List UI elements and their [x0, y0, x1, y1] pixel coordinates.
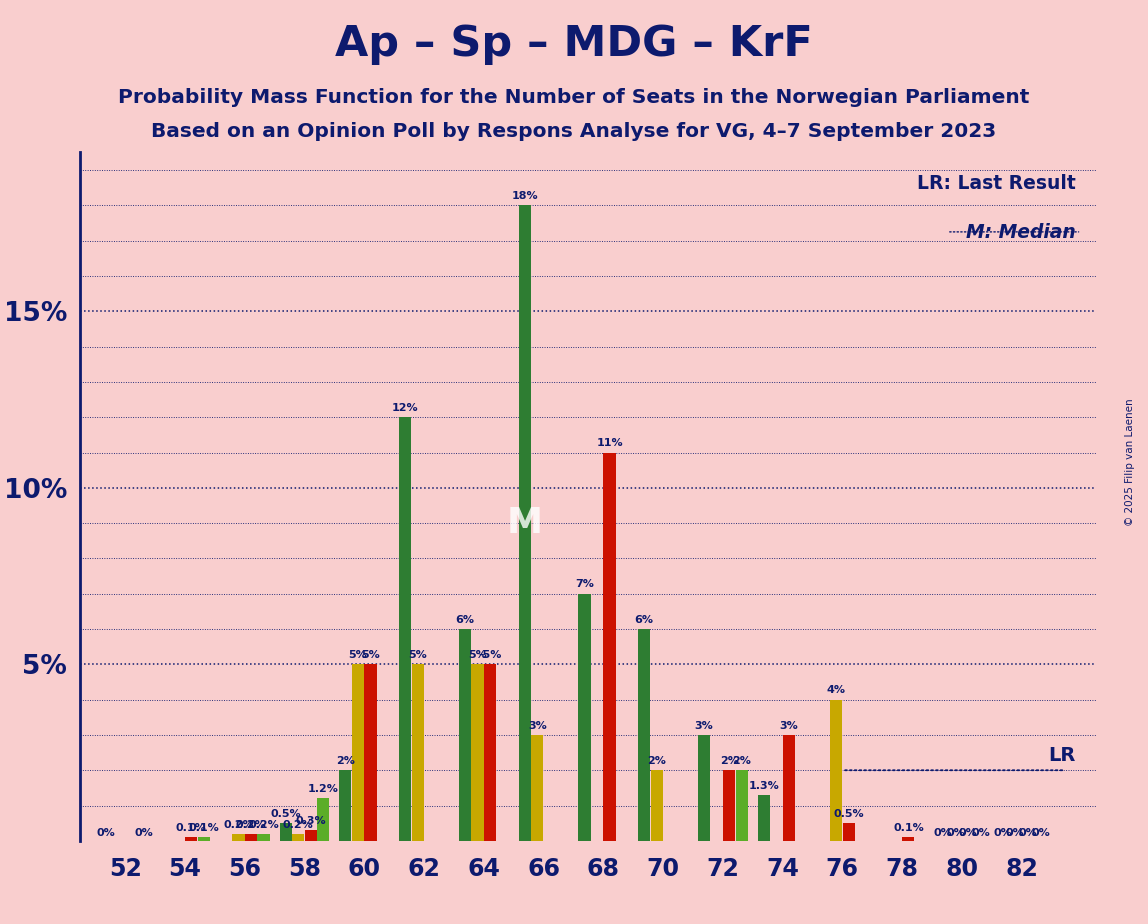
Bar — [364, 664, 377, 841]
Text: 11%: 11% — [596, 438, 623, 448]
Text: 5%: 5% — [349, 650, 367, 660]
Bar — [604, 453, 615, 841]
Bar — [698, 735, 711, 841]
Text: Based on an Opinion Poll by Respons Analyse for VG, 4–7 September 2023: Based on an Opinion Poll by Respons Anal… — [152, 122, 996, 141]
Bar — [758, 795, 770, 841]
Text: 0%: 0% — [1006, 828, 1025, 838]
Text: 1.2%: 1.2% — [308, 784, 339, 795]
Text: Ap – Sp – MDG – KrF: Ap – Sp – MDG – KrF — [335, 23, 813, 65]
Text: 0.5%: 0.5% — [270, 808, 301, 819]
Bar — [245, 833, 257, 841]
Text: 3%: 3% — [695, 721, 713, 731]
Bar — [638, 629, 650, 841]
Text: 0%: 0% — [134, 828, 154, 838]
Text: 0%: 0% — [959, 828, 978, 838]
Bar — [472, 664, 483, 841]
Bar — [257, 833, 270, 841]
Bar — [412, 664, 424, 841]
Text: 0%: 0% — [971, 828, 990, 838]
Text: 0.1%: 0.1% — [176, 823, 207, 833]
Text: 0%: 0% — [993, 828, 1013, 838]
Text: 7%: 7% — [575, 579, 594, 590]
Text: 2%: 2% — [732, 756, 751, 766]
Text: 6%: 6% — [635, 614, 653, 625]
Text: 3%: 3% — [528, 721, 546, 731]
Text: 5%: 5% — [468, 650, 487, 660]
Text: 4%: 4% — [827, 686, 846, 696]
Bar — [400, 418, 411, 841]
Text: 0%: 0% — [1031, 828, 1049, 838]
Bar — [783, 735, 794, 841]
Text: Probability Mass Function for the Number of Seats in the Norwegian Parliament: Probability Mass Function for the Number… — [118, 88, 1030, 107]
Text: 0.1%: 0.1% — [188, 823, 219, 833]
Bar — [902, 837, 915, 841]
Text: 2%: 2% — [336, 756, 355, 766]
Text: 0.2%: 0.2% — [282, 820, 313, 830]
Bar — [843, 823, 855, 841]
Text: 1.3%: 1.3% — [748, 781, 779, 791]
Bar — [723, 771, 735, 841]
Text: -5%: -5% — [479, 650, 502, 660]
Bar — [579, 594, 590, 841]
Bar — [340, 771, 351, 841]
Bar — [232, 833, 245, 841]
Bar — [185, 837, 197, 841]
Text: 2%: 2% — [720, 756, 738, 766]
Text: 0%: 0% — [933, 828, 953, 838]
Bar — [830, 699, 843, 841]
Text: 0.2%: 0.2% — [223, 820, 254, 830]
Bar — [317, 798, 329, 841]
Bar — [352, 664, 364, 841]
Bar — [651, 771, 662, 841]
Text: 18%: 18% — [511, 191, 538, 201]
Bar — [459, 629, 471, 841]
Text: 0%: 0% — [96, 828, 116, 838]
Text: 0%: 0% — [946, 828, 965, 838]
Text: M: Median: M: Median — [965, 223, 1076, 242]
Text: 0%: 0% — [1018, 828, 1038, 838]
Bar — [280, 823, 292, 841]
Bar — [484, 664, 496, 841]
Text: 0.1%: 0.1% — [893, 823, 924, 833]
Text: 0.3%: 0.3% — [295, 816, 326, 826]
Text: M: M — [506, 506, 543, 541]
Bar — [519, 205, 530, 841]
Text: 3%: 3% — [779, 721, 798, 731]
Text: 12%: 12% — [391, 403, 419, 413]
Text: LR: LR — [1048, 746, 1076, 765]
Text: 0.2%: 0.2% — [248, 820, 279, 830]
Text: 0.5%: 0.5% — [833, 808, 864, 819]
Text: 0.2%: 0.2% — [235, 820, 266, 830]
Bar — [304, 831, 317, 841]
Text: LR: Last Result: LR: Last Result — [916, 174, 1076, 192]
Bar — [532, 735, 543, 841]
Bar — [292, 833, 304, 841]
Text: 6%: 6% — [456, 614, 474, 625]
Text: 5%: 5% — [409, 650, 427, 660]
Text: 2%: 2% — [647, 756, 666, 766]
Bar — [736, 771, 747, 841]
Text: © 2025 Filip van Laenen: © 2025 Filip van Laenen — [1125, 398, 1134, 526]
Bar — [197, 837, 210, 841]
Text: 5%: 5% — [362, 650, 380, 660]
